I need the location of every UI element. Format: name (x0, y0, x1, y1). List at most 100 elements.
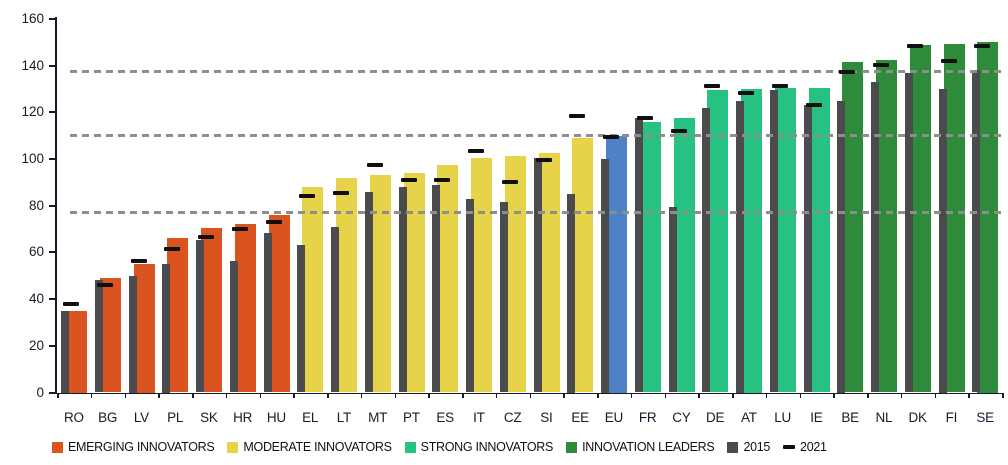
marker-2021-EE (569, 113, 586, 118)
y-axis-tick (49, 391, 55, 394)
y-axis-tick (49, 64, 55, 67)
marker-2021-SE (974, 43, 991, 48)
bar-2015-LT (331, 226, 339, 393)
x-axis-label-IT: IT (473, 410, 485, 425)
bar-current-SI (538, 153, 560, 393)
x-axis-label-DK: DK (908, 410, 927, 425)
marker-2021-PT (400, 178, 417, 183)
marker-2021-LT (333, 190, 349, 195)
x-axis-tick (934, 392, 936, 398)
bar-current-PT (403, 173, 425, 393)
bar-2015-LV (128, 275, 137, 393)
bar-2015-IE (803, 105, 812, 393)
y-axis-tick-label: 140 (21, 57, 44, 73)
y-axis-tick-label: 60 (28, 244, 44, 260)
x-axis-label-PT: PT (402, 410, 420, 425)
x-axis-label-NL: NL (875, 410, 893, 425)
marker-2021-AT (738, 90, 754, 95)
x-axis-label-EE: EE (571, 410, 589, 425)
bar-current-MT (369, 175, 391, 393)
x-axis-label-BG: BG (98, 410, 118, 425)
bar-current-EU (606, 135, 627, 393)
x-axis-label-IE: IE (810, 410, 823, 425)
legend-item: EMERGING INNOVATORS (52, 440, 215, 454)
x-axis-tick (192, 392, 194, 398)
chart-legend: EMERGING INNOVATORS MODERATE INNOVATORS ST… (52, 440, 827, 454)
x-axis-label-MT: MT (368, 410, 388, 425)
bar-2015-MT (364, 191, 373, 393)
bar-2015-BE (837, 100, 846, 393)
x-axis-tick (360, 392, 363, 398)
bar-2015-FI (938, 89, 947, 393)
marker-2021-IT (468, 148, 484, 153)
bar-2015-EL (297, 245, 306, 393)
x-axis-tick (833, 392, 835, 398)
marker-2021-CY (670, 129, 687, 134)
bar-2015-FR (634, 118, 643, 393)
x-axis-label-LT: LT (336, 410, 352, 425)
marker-2021-IE (805, 103, 822, 108)
x-axis-label-RO: RO (63, 410, 84, 425)
x-axis-label-CZ: CZ (503, 410, 522, 425)
bar-current-RO (66, 310, 87, 393)
legend-square-icon (227, 441, 239, 453)
x-axis-tick (259, 392, 261, 398)
x-axis-tick (428, 392, 430, 398)
y-axis-tick (49, 111, 55, 114)
y-axis-tick-label: 160 (21, 11, 44, 26)
x-axis-tick (158, 392, 160, 398)
bar-current-FR (639, 121, 661, 393)
x-axis-label-CY: CY (672, 410, 691, 425)
bar-2015-LU (769, 90, 778, 393)
x-axis-tick (327, 392, 329, 398)
bar-2015-IT (466, 198, 474, 393)
marker-2021-HR (231, 227, 248, 232)
marker-2021-DE (704, 83, 721, 88)
bar-2015-ES (432, 184, 441, 393)
x-axis-tick (698, 392, 700, 398)
y-axis-tick-label: 80 (28, 197, 44, 213)
bar-current-ES (437, 164, 459, 393)
bar-current-CZ (504, 155, 526, 393)
x-axis-label-SK: SK (200, 410, 218, 425)
bar-2015-DE (702, 107, 711, 393)
x-axis-label-DE: DE (705, 410, 725, 425)
bar-current-NL (876, 59, 897, 393)
legend-label: EMERGING INNOVATORS (68, 440, 215, 454)
marker-2021-EL (299, 194, 316, 199)
bar-2015-RO (61, 310, 69, 393)
x-axis-tick (462, 392, 464, 398)
bar-current-HU (268, 215, 290, 393)
x-axis-tick (867, 392, 869, 398)
marker-2021-MT (366, 162, 383, 167)
x-axis-tick (900, 392, 903, 398)
x-axis-tick (90, 392, 93, 398)
bar-current-IE (808, 87, 830, 393)
x-axis-label-FR: FR (638, 410, 657, 425)
legend-label: INNOVATION LEADERS (582, 440, 715, 454)
y-axis-tick (49, 344, 55, 347)
legend-square-icon (52, 441, 63, 453)
x-axis-label-HR: HR (233, 410, 253, 425)
x-axis-label-AT: AT (740, 410, 757, 425)
marker-2021-CZ (501, 180, 518, 185)
bar-2015-BG (94, 280, 103, 393)
y-axis-tick (49, 251, 55, 254)
bar-current-HR (234, 224, 256, 393)
y-axis-tick (49, 298, 55, 301)
bar-2015-EE (567, 194, 576, 393)
bar-2015-PT (398, 187, 407, 393)
x-axis-tick (732, 392, 734, 398)
marker-2021-RO (63, 301, 79, 306)
legend-square-icon (727, 441, 739, 453)
x-axis-tick (57, 392, 59, 398)
marker-2021-ES (434, 178, 451, 183)
bar-2015-HU (263, 232, 272, 393)
bar-current-SK (201, 227, 222, 393)
y-axis-tick (49, 18, 55, 20)
x-axis-label-LV: LV (133, 410, 149, 425)
marker-2021-LV (130, 258, 147, 263)
bar-current-EL (302, 187, 324, 393)
legend-square-icon (404, 441, 416, 453)
